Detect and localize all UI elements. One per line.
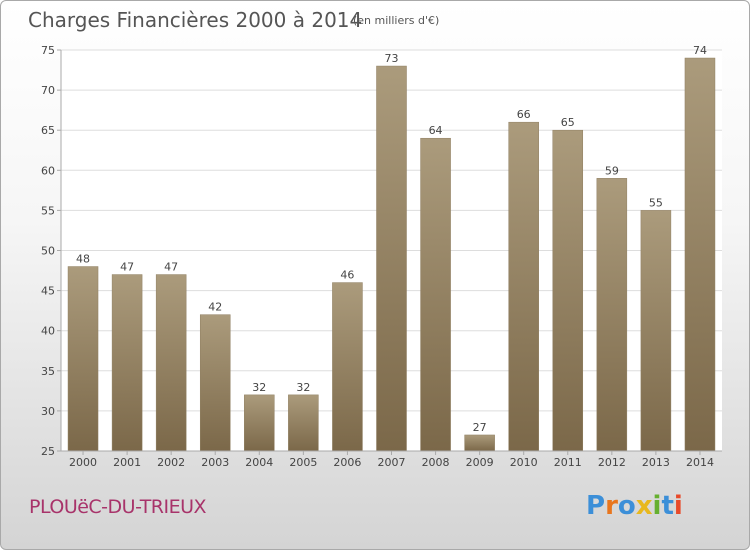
y-tick-label: 70 bbox=[41, 84, 55, 97]
data-label: 32 bbox=[296, 381, 310, 394]
bar bbox=[199, 314, 231, 452]
bar bbox=[684, 57, 716, 452]
x-tick-label: 2008 bbox=[422, 456, 450, 469]
data-label: 55 bbox=[649, 196, 663, 209]
bar bbox=[67, 266, 99, 452]
data-label: 27 bbox=[473, 421, 487, 434]
data-label: 42 bbox=[208, 301, 222, 314]
data-label: 47 bbox=[164, 261, 178, 274]
bar bbox=[155, 274, 187, 452]
y-tick-label: 50 bbox=[41, 245, 55, 258]
data-label: 46 bbox=[340, 269, 354, 282]
bar bbox=[288, 394, 319, 452]
bar bbox=[376, 65, 407, 452]
y-tick-label: 40 bbox=[41, 325, 55, 338]
proxiti-logo: Proxiti bbox=[586, 491, 683, 521]
y-tick-label: 75 bbox=[41, 44, 55, 57]
data-label: 73 bbox=[385, 52, 399, 65]
y-axis: 25 30 35 40 45 50 55 60 65 70 75 bbox=[41, 44, 62, 458]
logo-letter: t bbox=[661, 491, 674, 521]
x-tick-label: 2005 bbox=[289, 456, 317, 469]
logo-letter: i bbox=[652, 491, 662, 521]
logo-letter: i bbox=[673, 491, 683, 521]
x-tick-label: 2009 bbox=[466, 456, 494, 469]
x-tick-label: 2014 bbox=[686, 456, 714, 469]
x-tick-label: 2007 bbox=[378, 456, 406, 469]
data-label: 66 bbox=[517, 108, 531, 121]
chart-title: Charges Financières 2000 à 2014 bbox=[28, 8, 363, 32]
chart-subtitle: (en milliers d'€) bbox=[353, 14, 440, 27]
y-tick-label: 45 bbox=[41, 285, 55, 298]
y-tick-label: 25 bbox=[41, 445, 55, 458]
x-tick-label: 2002 bbox=[157, 456, 185, 469]
data-labels: 48 47 47 42 32 32 46 73 64 27 66 65 59 55 74 bbox=[76, 44, 707, 434]
x-axis: 2000 2001 2002 2003 2004 2005 2006 2007 2008 2009… bbox=[61, 450, 722, 469]
bar bbox=[508, 121, 539, 452]
logo-letter: P bbox=[586, 491, 606, 521]
data-label: 32 bbox=[252, 381, 266, 394]
x-tick-label: 2011 bbox=[554, 456, 582, 469]
bar bbox=[640, 210, 672, 452]
y-tick-label: 30 bbox=[41, 405, 55, 418]
data-label: 47 bbox=[120, 261, 134, 274]
y-tick-label: 35 bbox=[41, 365, 55, 378]
x-tick-label: 2003 bbox=[201, 456, 229, 469]
y-tick-label: 60 bbox=[41, 164, 55, 177]
y-tick-label: 55 bbox=[41, 204, 55, 217]
x-tick-label: 2000 bbox=[69, 456, 97, 469]
bar bbox=[552, 129, 584, 452]
bar bbox=[111, 274, 143, 452]
logo-letter: r bbox=[605, 491, 618, 521]
x-tick-label: 2006 bbox=[333, 456, 361, 469]
data-label: 64 bbox=[429, 124, 443, 137]
commune-name: PLOUëC-DU-TRIEUX bbox=[29, 496, 207, 518]
data-label: 48 bbox=[76, 253, 90, 266]
x-tick-label: 2012 bbox=[598, 456, 626, 469]
y-tick-label: 65 bbox=[41, 124, 55, 137]
bar bbox=[244, 394, 275, 452]
data-label: 65 bbox=[561, 116, 575, 129]
x-tick-label: 2001 bbox=[113, 456, 141, 469]
x-tick-label: 2013 bbox=[642, 456, 670, 469]
x-tick-label: 2010 bbox=[510, 456, 538, 469]
data-label: 74 bbox=[693, 44, 707, 57]
bar bbox=[464, 434, 495, 452]
bar bbox=[332, 282, 363, 452]
bar bbox=[596, 178, 628, 452]
x-tick-label: 2004 bbox=[245, 456, 273, 469]
logo-letter: x bbox=[635, 491, 653, 521]
data-label: 59 bbox=[605, 164, 619, 177]
logo-letter: o bbox=[617, 491, 636, 521]
bar bbox=[420, 137, 451, 452]
